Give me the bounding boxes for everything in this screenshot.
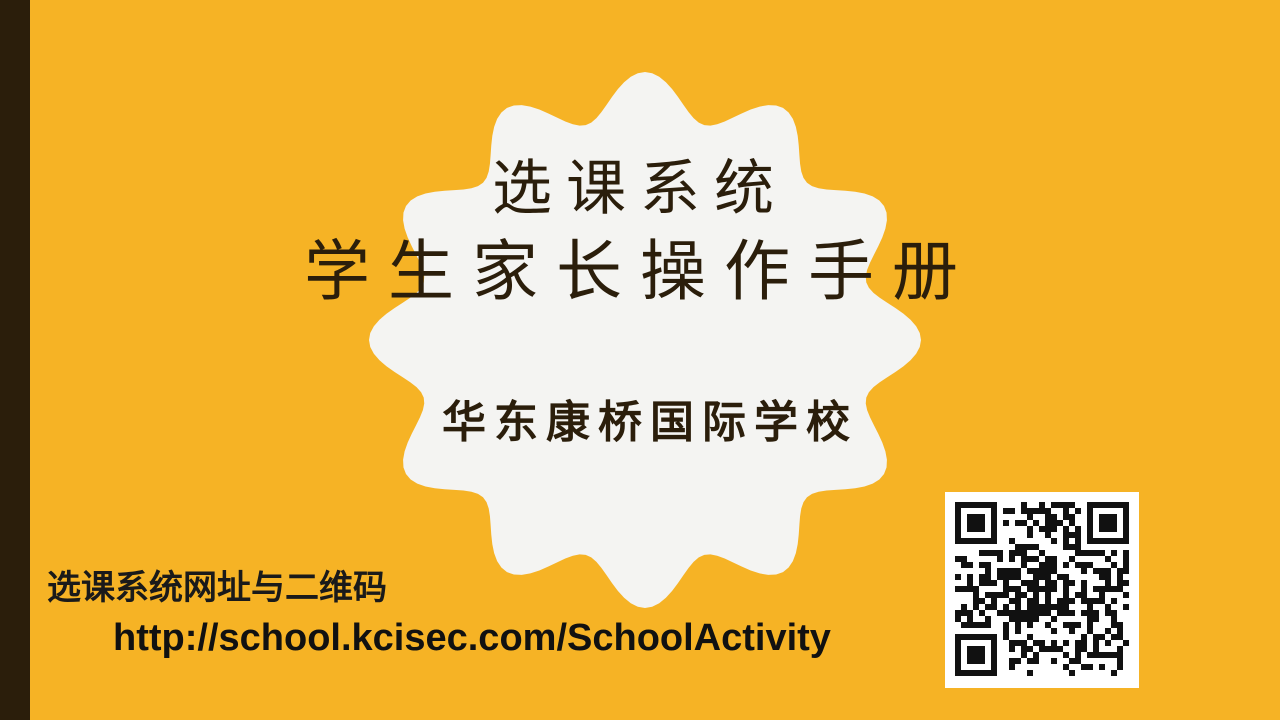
site-url-link[interactable]: http://school.kcisec.com/SchoolActivity	[113, 617, 831, 659]
qr-code-icon[interactable]	[945, 492, 1139, 688]
page-title-line-1: 选课系统	[492, 154, 788, 224]
page-title-line-2: 学生家长操作手册	[304, 233, 976, 310]
school-name: 华东康桥国际学校	[442, 397, 858, 448]
scalloped-badge	[355, 64, 935, 616]
left-accent-bar	[0, 0, 30, 720]
url-caption: 选课系统网址与二维码	[47, 568, 387, 608]
